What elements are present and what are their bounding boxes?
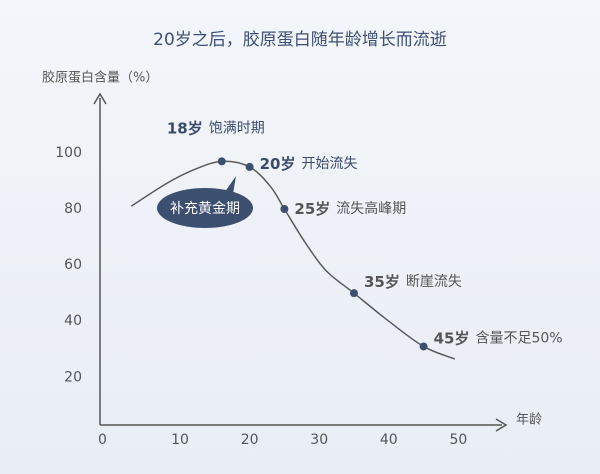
x-tick-label: 10 xyxy=(171,432,189,448)
point xyxy=(349,289,358,298)
annotation-text: 含量不足50% xyxy=(475,330,562,346)
x-tick-label: 20 xyxy=(241,432,259,448)
callout-label: 补充黄金期 xyxy=(170,200,240,217)
callout-bubble xyxy=(157,188,253,228)
x-tick-label: 0 xyxy=(98,432,107,448)
point xyxy=(419,342,428,351)
annotation: 20岁 开始流失 xyxy=(260,154,358,172)
y-tick-label: 60 xyxy=(64,257,82,273)
y-axis-label: 胶原蛋白含量（%） xyxy=(42,70,158,86)
annotation: 35岁 断崖流失 xyxy=(364,273,462,291)
y-tick-label: 80 xyxy=(64,201,82,217)
x-axis-label: 年龄 xyxy=(516,413,542,428)
annotation-text: 饱满时期 xyxy=(209,120,265,136)
annotation-age: 18岁 xyxy=(167,119,203,137)
y-tick-label: 40 xyxy=(64,313,82,329)
point xyxy=(245,162,254,171)
annotation-text: 开始流失 xyxy=(301,156,357,172)
point xyxy=(280,205,289,214)
annotation-age: 20岁 xyxy=(260,154,296,172)
annotation-age: 45岁 xyxy=(434,329,470,347)
annotation: 25岁 流失高峰期 xyxy=(294,200,406,218)
annotation-text: 流失高峰期 xyxy=(336,200,406,217)
callout: 补充黄金期 xyxy=(157,176,253,228)
point xyxy=(217,157,226,166)
annotation-age: 35岁 xyxy=(364,273,400,291)
annotation-text: 断崖流失 xyxy=(406,274,462,290)
line xyxy=(130,160,456,360)
x-tick-label: 30 xyxy=(310,432,328,448)
x-tick-label: 50 xyxy=(449,432,467,448)
x-axis-arrow xyxy=(495,418,508,432)
y-tick-label: 20 xyxy=(64,369,82,385)
x-tick-label: 40 xyxy=(380,432,398,448)
chart-title: 20岁之后，胶原蛋白随年龄增长而流逝 xyxy=(153,30,447,50)
annotation: 18岁 饱满时期 xyxy=(167,119,265,137)
annotation: 45岁 含量不足50% xyxy=(434,329,563,347)
y-tick-label: 100 xyxy=(55,145,82,161)
y-axis-arrow xyxy=(93,92,107,105)
annotation-age: 25岁 xyxy=(294,200,330,218)
